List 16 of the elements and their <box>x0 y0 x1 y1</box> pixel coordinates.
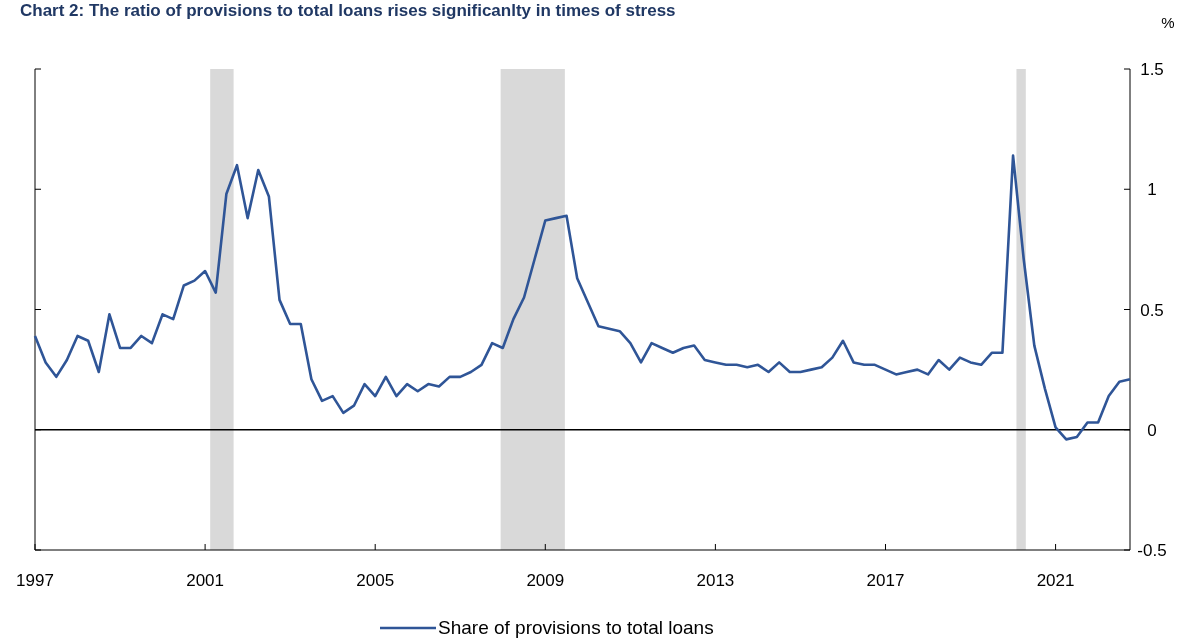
x-tick-label: 2005 <box>356 571 395 590</box>
x-tick-label: 2001 <box>186 571 225 590</box>
y-tick-label: 0 <box>1147 420 1157 440</box>
chart-title: Chart 2: The ratio of provisions to total loans rises significanlty in times of stress <box>20 1 676 20</box>
y-tick-label: 1 <box>1147 180 1157 200</box>
y-tick-label: 0.5 <box>1140 300 1164 320</box>
x-tick-label: 2013 <box>696 571 735 590</box>
x-tick-label: 2017 <box>866 571 905 590</box>
x-tick-label: 1997 <box>16 571 54 590</box>
y-tick-label: -0.5 <box>1137 541 1167 560</box>
y-tick-label: 1.5 <box>1140 60 1164 79</box>
line-series <box>33 154 1132 441</box>
x-tick-label: 2009 <box>526 571 565 590</box>
y-axis-title: % <box>1161 14 1175 31</box>
legend-label: Share of provisions to total loans <box>438 617 714 638</box>
x-tick-label: 2021 <box>1036 571 1075 590</box>
